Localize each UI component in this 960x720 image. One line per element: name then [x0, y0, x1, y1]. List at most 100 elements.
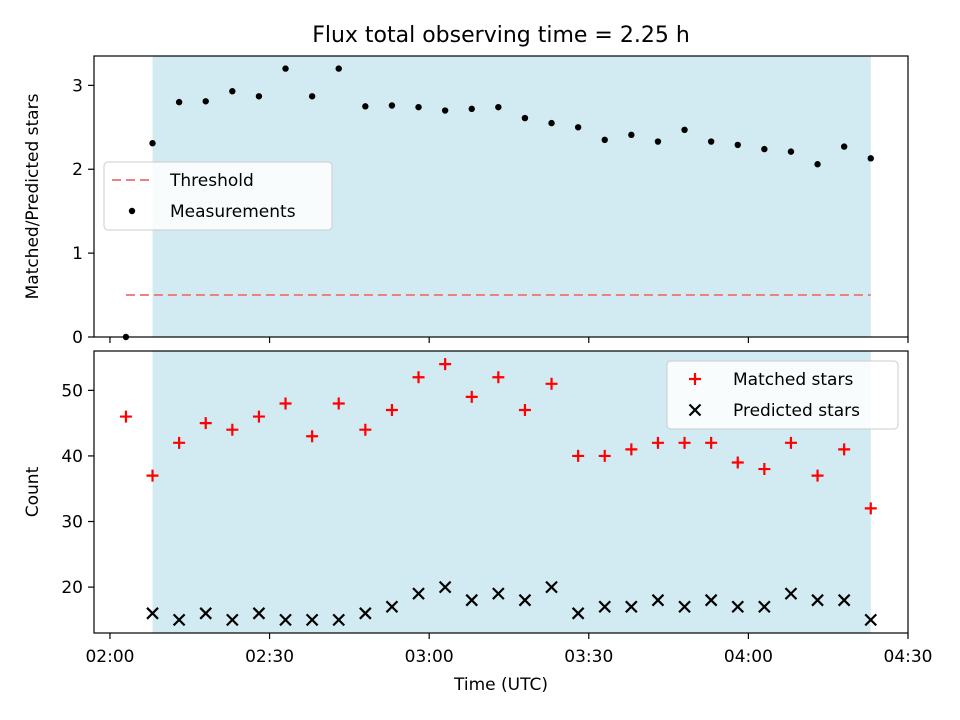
measurement-point [521, 114, 529, 122]
y-axis-label: Matched/Predicted stars [23, 93, 43, 299]
legend-label: Measurements [170, 202, 296, 222]
legend-measurement-swatch [128, 207, 136, 215]
matched-star-point [119, 410, 132, 423]
series-measurements [122, 65, 874, 341]
measurement-point [654, 138, 662, 145]
panel-2: 20 30 40 50 02:00 02:30 03:00 03:30 04:00 04:30 Co… [23, 350, 933, 667]
panels: 0 1 2 3 Matched/Predicted stars Threshold Meas… [23, 55, 933, 667]
predicted-star-point [518, 593, 532, 607]
measurement-point [175, 98, 183, 106]
legend: Threshold Measurements [103, 161, 333, 231]
matched-star-point [758, 463, 771, 476]
predicted-star-point [465, 593, 479, 607]
legend-matched-swatch [689, 373, 701, 385]
predicted-star-point [146, 607, 159, 620]
matched-star-point [545, 377, 558, 390]
y-tick-label: 3 [72, 76, 83, 96]
x-tick-label: 03:00 [405, 647, 454, 667]
legend: Matched stars Predicted stars [666, 360, 899, 430]
matched-star-point [838, 443, 851, 456]
y-tick-label: 0 [72, 328, 83, 348]
predicted-star-point [758, 600, 771, 614]
measurement-point [255, 93, 263, 100]
matched-star-point [279, 397, 292, 410]
predicted-star-point [492, 587, 505, 600]
legend-box [103, 161, 333, 231]
measurement-point [867, 155, 874, 162]
predicted-star-point [704, 593, 718, 607]
axes-frame [93, 350, 909, 634]
y-axis-label: Count [23, 466, 43, 517]
measurement-point [202, 98, 209, 105]
matched-star-point [252, 410, 265, 423]
measurement-point [814, 161, 821, 168]
matched-star-point [412, 371, 425, 384]
predicted-star-point [811, 593, 824, 607]
panel-1: 0 1 2 3 Matched/Predicted stars Threshold Meas… [23, 55, 909, 348]
matched-star-point [439, 358, 452, 371]
x-tick-label: 02:00 [85, 647, 134, 667]
measurement-point [468, 105, 475, 113]
y-tick-label: 2 [72, 160, 83, 180]
predicted-star-point [199, 607, 213, 620]
matched-star-point [572, 449, 585, 462]
matched-star-point [173, 436, 186, 449]
matched-star-point [811, 469, 824, 482]
legend-box [666, 360, 899, 430]
matched-star-point [864, 502, 877, 515]
measurement-point [787, 148, 795, 155]
predicted-star-point [412, 587, 425, 600]
measurement-point [415, 103, 422, 111]
measurement-point [335, 65, 342, 72]
matched-star-point [332, 397, 345, 410]
predicted-star-point [226, 613, 239, 627]
y-tick-label: 20 [61, 578, 83, 598]
measurement-point [707, 138, 715, 145]
measurement-point [628, 131, 635, 139]
predicted-star-point [837, 593, 851, 607]
measurement-point [441, 107, 449, 114]
matched-star-point [465, 390, 478, 403]
predicted-star-point [332, 613, 346, 627]
predicted-star-point [864, 613, 878, 627]
predicted-star-point [651, 593, 665, 607]
measurement-point [761, 145, 768, 153]
matched-star-point [518, 404, 531, 417]
predicted-star-point [545, 580, 558, 594]
matched-star-point [199, 417, 212, 430]
predicted-star-point [385, 600, 399, 614]
predicted-star-point [305, 613, 319, 627]
axes-frame [93, 55, 909, 338]
legend-label: Threshold [169, 171, 254, 191]
measurement-point [229, 88, 236, 95]
predicted-star-point [279, 613, 292, 627]
measurement-point [308, 93, 316, 100]
x-tick-label: 03:30 [564, 647, 613, 667]
measurement-point [601, 136, 608, 144]
matched-star-point [731, 456, 744, 469]
matched-star-point [226, 423, 239, 436]
predicted-star-point [731, 600, 745, 614]
matched-star-point [492, 371, 505, 384]
predicted-star-point [252, 607, 266, 620]
x-tick-label: 02:30 [245, 647, 294, 667]
measurement-point [388, 102, 396, 109]
chart-title: Flux total observing time = 2.25 h [312, 23, 690, 48]
series-predicted-stars [146, 580, 878, 627]
measurement-point [734, 141, 741, 149]
predicted-star-point [359, 607, 372, 620]
legend-predicted-swatch [688, 403, 702, 417]
y-tick-label: 30 [61, 513, 83, 533]
measurement-point [122, 333, 130, 341]
matched-star-point [306, 430, 319, 443]
x-tick-label: 04:00 [724, 647, 773, 667]
y-tick-label: 1 [72, 244, 83, 264]
matched-star-point [784, 436, 797, 449]
measurement-point [362, 103, 369, 110]
measurement-point [495, 103, 502, 111]
y-tick-label: 40 [61, 447, 83, 467]
matched-star-point [598, 449, 611, 462]
matched-star-point [678, 436, 691, 449]
predicted-star-point [438, 580, 452, 594]
